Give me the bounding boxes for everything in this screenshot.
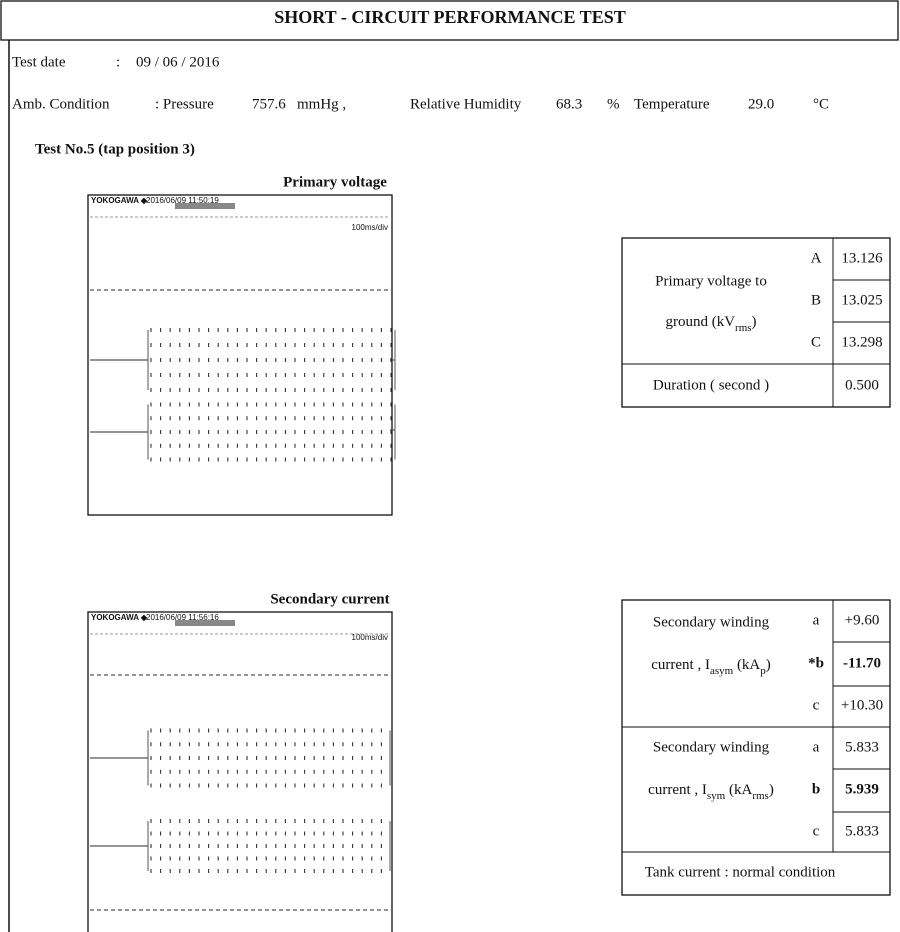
duration: 0.500 [845,377,879,393]
phase: *b [808,655,824,671]
date-label: Test date [12,54,66,70]
value: 5.833 [845,739,879,755]
text-part: sym [707,790,726,802]
phase: c [813,823,820,839]
phase: B [811,292,821,308]
scope-brand: YOKOGAWA ◆ [91,613,148,622]
label: ground (kVrms) [665,314,756,333]
burst [151,328,391,392]
label: Primary voltage to [655,273,767,289]
pressure-unit: mmHg , [297,96,346,112]
text-part: (kA [733,657,760,673]
pressure: 757.6 [252,96,286,112]
amb-label: Amb. Condition [12,96,110,112]
text-part: rms [752,790,769,802]
tank: Tank current : normal condition [645,864,836,880]
label: current , Iasym (kAp) [651,657,771,676]
test-heading: Test No.5 (tap position 3) [35,141,195,157]
value: 13.025 [841,292,882,308]
text-part: ) [766,657,771,673]
label: Secondary winding [653,739,770,755]
value: -11.70 [843,655,881,671]
date-sep: : [116,54,120,70]
scope-frame [88,612,392,932]
title: SHORT - CIRCUIT PERFORMANCE TEST [274,7,625,27]
scope-secondary: YOKOGAWA ◆ 2016/06/09 11:56:16 100ms/div [88,612,392,932]
text-part: current , I [648,782,707,798]
text-part: current , I [651,657,710,673]
scope-bar [175,203,235,209]
burst [151,403,391,462]
phase: A [811,250,822,266]
scope-primary: YOKOGAWA ◆ 2016/06/09 11:50:19 100ms/div [88,195,395,515]
phase: a [813,739,820,755]
caption: Primary voltage [283,174,387,190]
caption: Secondary current [270,591,389,607]
value: +10.30 [841,697,883,713]
value: 5.939 [845,781,879,797]
burst [151,819,381,873]
date-value: 09 / 06 / 2016 [136,54,220,70]
value: 5.833 [845,823,879,839]
phase: b [812,781,820,797]
temperature-label: Temperature [634,96,710,112]
humidity-unit: % [607,96,620,112]
scope-brand: YOKOGAWA ◆ [91,196,148,205]
phase: C [811,334,821,350]
humidity-label: Relative Humidity [410,96,522,112]
label: Secondary winding [653,614,770,630]
burst [151,729,381,788]
humidity: 68.3 [556,96,582,112]
duration-label: Duration ( second ) [653,377,769,393]
scope-bar [175,620,235,626]
page: SHORT - CIRCUIT PERFORMANCE TEST Test da… [0,0,900,932]
pressure-label: : Pressure [155,96,214,112]
phase: a [813,612,820,628]
text-part: (kA [725,782,752,798]
text-part: asym [710,665,734,677]
temperature-unit: °C [813,96,829,112]
value: +9.60 [845,612,880,628]
value: 13.126 [841,250,883,266]
scope-timebase: 100ms/div [352,223,388,232]
scope-frame [88,195,392,515]
label: current , Isym (kArms) [648,782,774,801]
text-part: ) [769,782,774,798]
temperature: 29.0 [748,96,774,112]
phase: c [813,697,820,713]
value: 13.298 [841,334,882,350]
